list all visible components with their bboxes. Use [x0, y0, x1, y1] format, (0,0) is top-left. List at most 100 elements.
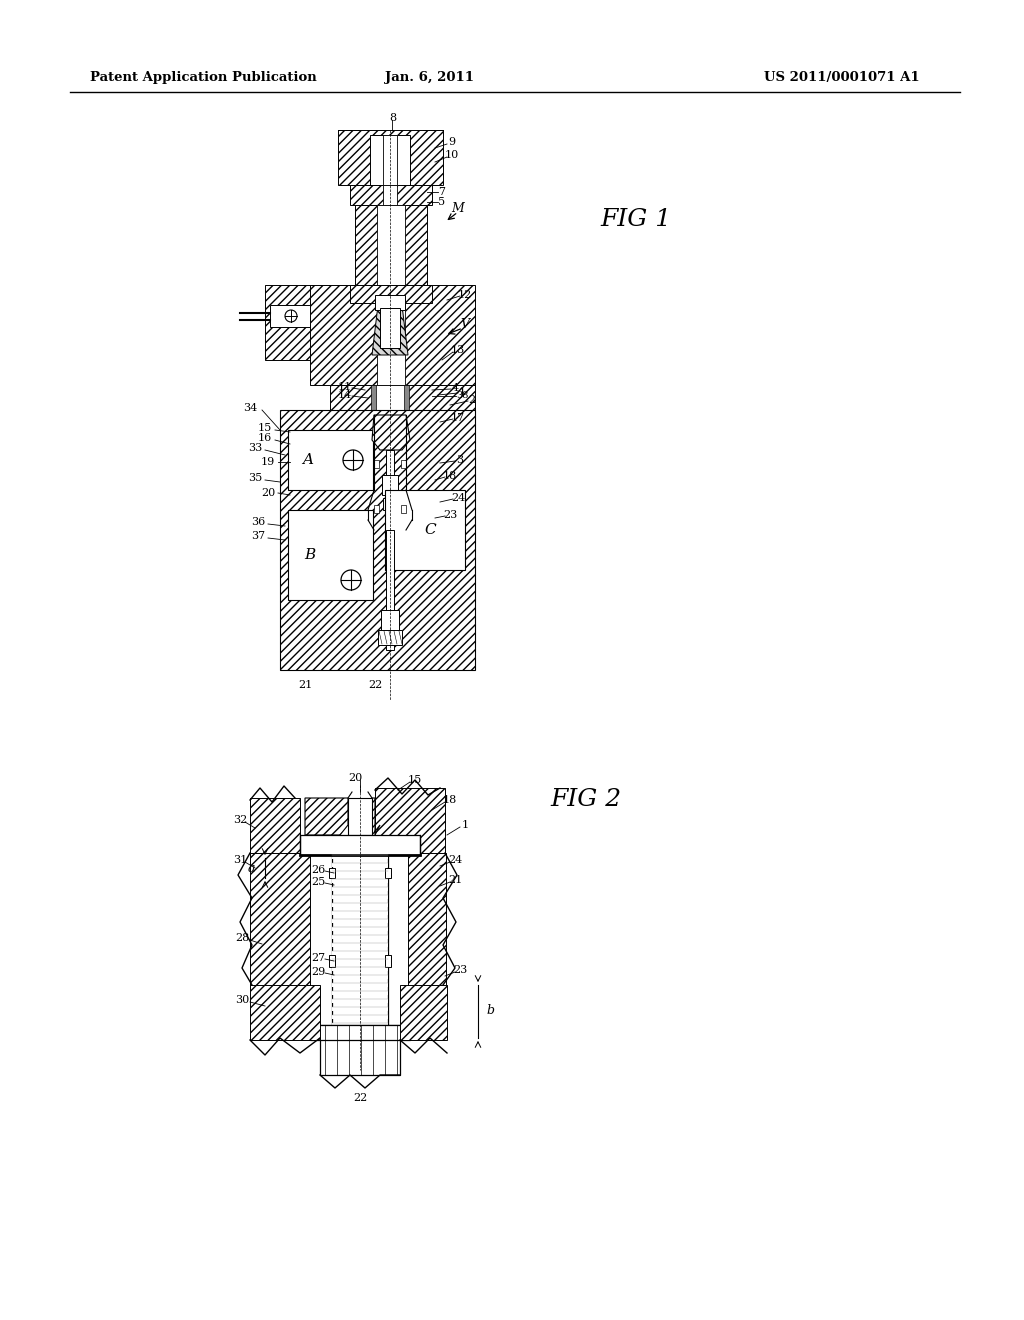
- Bar: [332, 927, 388, 931]
- Bar: [385, 869, 391, 878]
- Bar: [355, 205, 427, 305]
- Text: 17: 17: [451, 413, 465, 422]
- Text: 22: 22: [353, 1093, 368, 1104]
- Text: 5: 5: [438, 197, 445, 207]
- Bar: [280, 411, 475, 671]
- Text: b: b: [486, 1005, 494, 1018]
- Text: 21: 21: [447, 875, 462, 884]
- Bar: [310, 285, 475, 385]
- Bar: [401, 459, 406, 469]
- Text: 13: 13: [451, 345, 465, 355]
- Bar: [332, 863, 388, 867]
- Bar: [383, 498, 397, 510]
- Bar: [348, 799, 372, 836]
- Bar: [332, 879, 388, 883]
- Polygon shape: [372, 305, 408, 355]
- Bar: [332, 895, 388, 899]
- Text: 21: 21: [298, 680, 312, 690]
- Bar: [381, 610, 399, 630]
- Bar: [332, 950, 388, 954]
- Text: 3: 3: [457, 455, 464, 465]
- Text: M: M: [452, 202, 464, 214]
- Bar: [332, 1023, 388, 1027]
- Bar: [332, 919, 388, 923]
- Bar: [332, 871, 388, 875]
- Bar: [375, 294, 406, 310]
- Text: 23: 23: [442, 510, 457, 520]
- Bar: [310, 1026, 410, 1040]
- Text: FIG 1: FIG 1: [600, 209, 671, 231]
- Bar: [265, 285, 355, 360]
- Bar: [319, 1026, 400, 1074]
- Bar: [371, 385, 376, 411]
- Text: 28: 28: [234, 933, 249, 942]
- Bar: [385, 490, 465, 570]
- Bar: [383, 185, 397, 205]
- Text: 18: 18: [442, 795, 457, 805]
- Bar: [404, 385, 409, 411]
- Bar: [332, 983, 388, 987]
- Text: V: V: [461, 318, 469, 331]
- Text: 32: 32: [232, 814, 247, 825]
- Bar: [329, 869, 335, 878]
- Bar: [385, 954, 391, 968]
- Text: US 2011/0001071 A1: US 2011/0001071 A1: [764, 71, 920, 84]
- Bar: [332, 1007, 388, 1011]
- Bar: [332, 903, 388, 907]
- Bar: [382, 475, 398, 495]
- Bar: [338, 129, 443, 185]
- Bar: [370, 135, 410, 185]
- Text: a: a: [247, 862, 255, 874]
- Text: 24: 24: [451, 492, 465, 503]
- Text: 9: 9: [449, 137, 456, 147]
- Text: 12: 12: [458, 290, 472, 300]
- Bar: [250, 799, 300, 853]
- Text: 15: 15: [408, 775, 422, 785]
- Bar: [332, 911, 388, 915]
- Text: 22: 22: [368, 680, 382, 690]
- Text: 18: 18: [442, 471, 457, 480]
- Bar: [332, 999, 388, 1003]
- Bar: [400, 985, 447, 1040]
- Text: 11: 11: [338, 381, 352, 392]
- Bar: [374, 459, 379, 469]
- Bar: [332, 1015, 388, 1019]
- Text: 20: 20: [261, 488, 275, 498]
- Text: 15: 15: [258, 422, 272, 433]
- Text: 16: 16: [258, 433, 272, 444]
- Bar: [332, 855, 388, 859]
- Text: 14: 14: [338, 389, 352, 400]
- Bar: [408, 853, 446, 987]
- Bar: [377, 205, 406, 305]
- Text: 24: 24: [447, 855, 462, 865]
- Text: 27: 27: [311, 953, 325, 964]
- Bar: [329, 954, 335, 968]
- Bar: [332, 887, 388, 891]
- Bar: [401, 506, 406, 513]
- Text: 7: 7: [438, 187, 445, 197]
- Bar: [270, 305, 340, 327]
- Bar: [374, 385, 406, 411]
- Bar: [332, 991, 388, 995]
- Bar: [375, 788, 445, 853]
- Bar: [330, 385, 475, 411]
- Text: 36: 36: [251, 517, 265, 527]
- Text: 1: 1: [462, 820, 469, 830]
- Bar: [332, 975, 388, 979]
- Text: 1: 1: [459, 387, 466, 397]
- Text: 10: 10: [444, 150, 459, 160]
- Bar: [350, 185, 432, 205]
- Bar: [332, 960, 388, 964]
- Text: 37: 37: [251, 531, 265, 541]
- Text: 23: 23: [453, 965, 467, 975]
- Bar: [383, 135, 397, 185]
- Bar: [332, 942, 388, 946]
- Text: 4: 4: [452, 383, 459, 393]
- Text: 19: 19: [261, 457, 275, 467]
- Bar: [386, 450, 394, 531]
- Text: 38: 38: [456, 391, 468, 400]
- Bar: [332, 935, 388, 939]
- Text: 35: 35: [248, 473, 262, 483]
- Polygon shape: [372, 414, 410, 450]
- Text: 34: 34: [243, 403, 257, 413]
